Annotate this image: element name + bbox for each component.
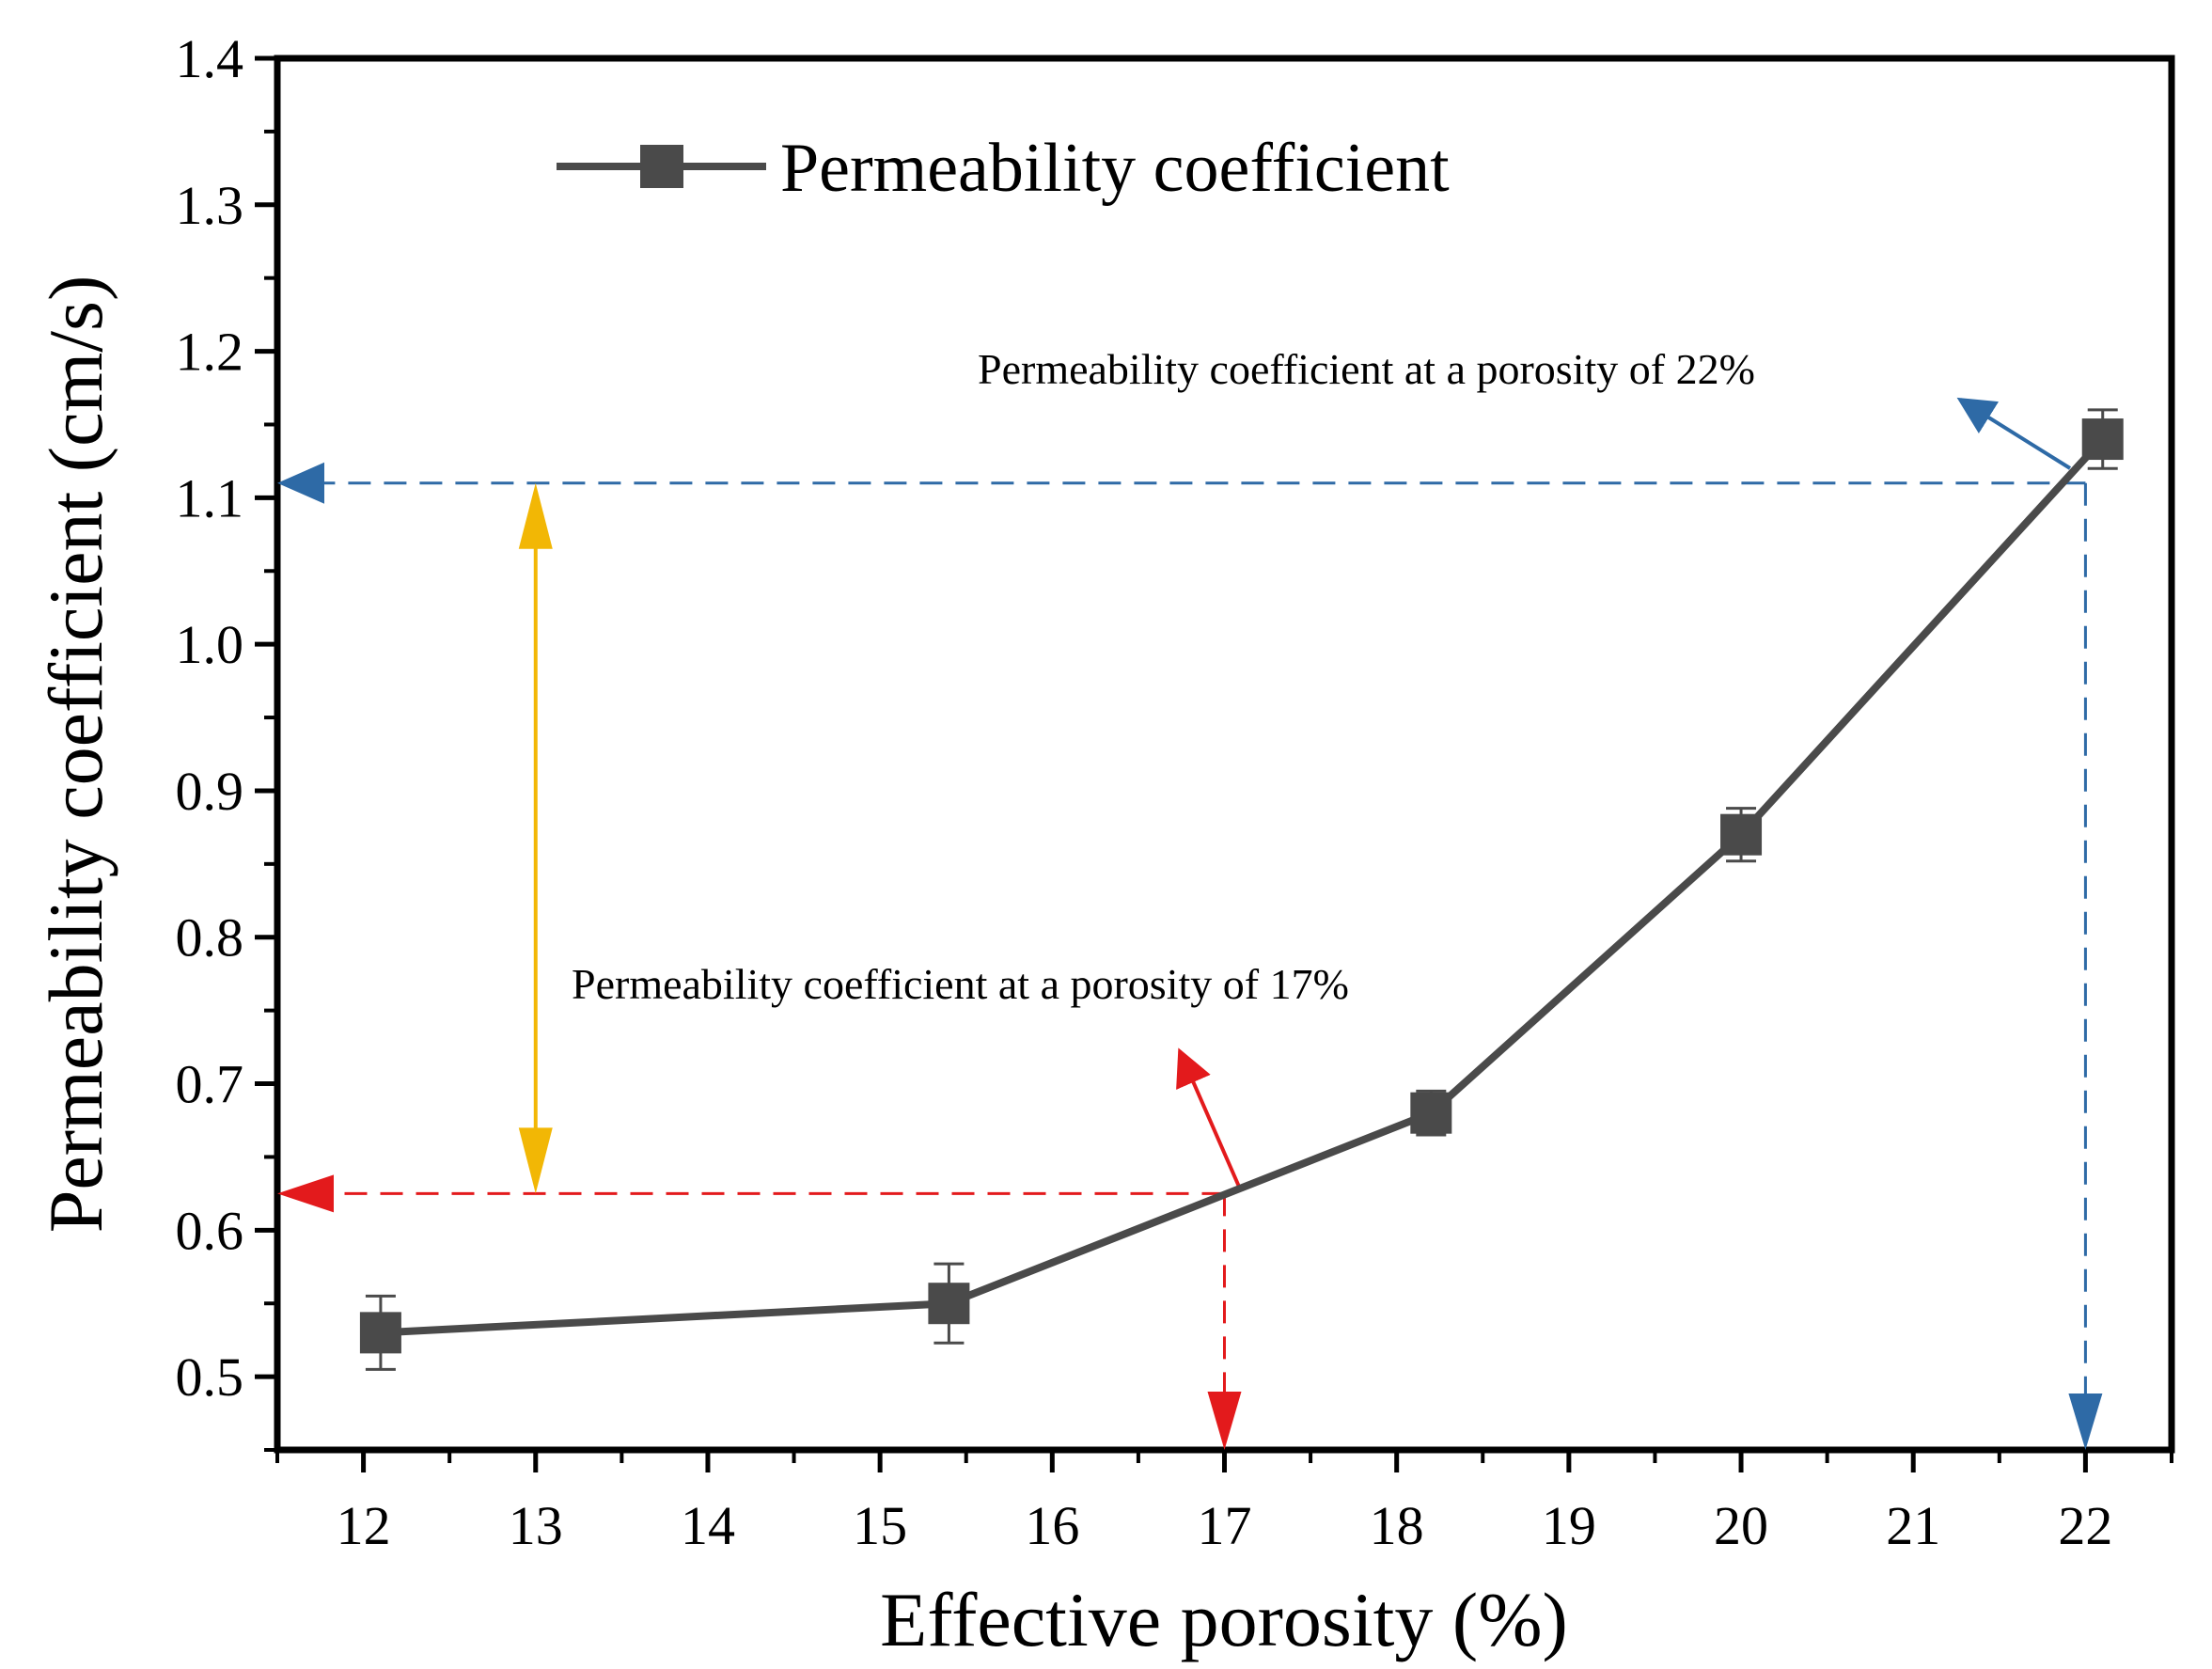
x-tick-label: 18 xyxy=(1370,1495,1424,1556)
y-tick-label: 0.8 xyxy=(176,907,244,968)
legend-marker-swatch xyxy=(640,145,683,188)
data-point-marker xyxy=(359,1312,401,1354)
x-tick-label: 12 xyxy=(337,1495,391,1556)
legend: Permeability coefficient xyxy=(557,130,1450,207)
y-tick-label: 0.7 xyxy=(176,1054,244,1115)
y-tick-label: 0.6 xyxy=(176,1200,244,1261)
axis-ticks xyxy=(255,55,2173,1472)
x-tick-label: 15 xyxy=(853,1495,907,1556)
y-tick-label: 1.2 xyxy=(176,322,244,383)
y-tick-label: 0.5 xyxy=(176,1346,244,1408)
x-tick-label: 16 xyxy=(1025,1495,1079,1556)
x-tick-label: 13 xyxy=(509,1495,563,1556)
blue-y-arrowhead xyxy=(277,462,324,504)
y-tick-label: 1.4 xyxy=(176,28,244,89)
annotation-22-percent: Permeability coefficient at a porosity o… xyxy=(978,345,1755,393)
range-arrow-head-bottom xyxy=(518,1127,553,1194)
legend-label: Permeability coefficient xyxy=(780,130,1450,207)
y-tick-label: 1.3 xyxy=(176,175,244,236)
axis-tick-labels: 12 13 14 15 16 17 18 19 20 21 22 0.5 0.6 0.7 0.8 0.9 1.0… xyxy=(176,28,2113,1556)
data-point-marker xyxy=(1410,1092,1452,1134)
annotation-17-percent: Permeability coefficient at a porosity o… xyxy=(572,960,1349,1008)
data-point-marker xyxy=(2081,418,2124,461)
range-arrow-head-top xyxy=(518,482,553,549)
x-tick-label: 20 xyxy=(1714,1495,1768,1556)
x-tick-label: 17 xyxy=(1198,1495,1252,1556)
x-tick-label: 22 xyxy=(2058,1495,2112,1556)
x-tick-label: 19 xyxy=(1542,1495,1596,1556)
data-series xyxy=(359,408,2124,1371)
x-tick-label: 14 xyxy=(681,1495,735,1556)
red-x-arrowhead xyxy=(1207,1392,1242,1450)
x-axis-title: Effective porosity (%) xyxy=(880,1577,1568,1662)
y-tick-label: 1.1 xyxy=(176,467,244,528)
x-tick-label: 21 xyxy=(1886,1495,1940,1556)
annotations: Permeability coefficient at a porosity o… xyxy=(277,345,2103,1450)
data-point-marker xyxy=(1720,813,1763,856)
y-tick-label: 1.0 xyxy=(176,614,244,675)
data-point-marker xyxy=(928,1283,970,1325)
y-tick-label: 0.9 xyxy=(176,761,244,822)
red-callout-arrow xyxy=(1176,1047,1241,1188)
series-line xyxy=(380,436,2106,1337)
blue-callout-arrow xyxy=(1956,397,2072,470)
red-y-arrowhead xyxy=(277,1174,334,1213)
blue-x-arrowhead xyxy=(2068,1393,2103,1450)
y-axis-title: Permeability coefficient (cm/s) xyxy=(33,276,118,1234)
